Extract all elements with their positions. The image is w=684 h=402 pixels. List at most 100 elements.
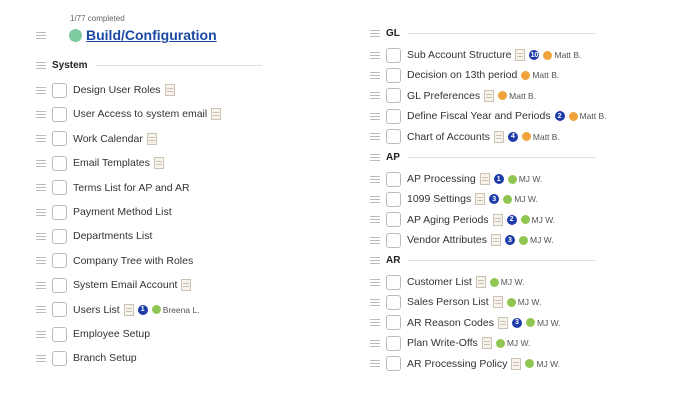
task-row[interactable]: User Access to system email [36, 105, 222, 123]
document-icon[interactable] [481, 337, 492, 350]
drag-handle-icon[interactable] [36, 281, 46, 289]
drag-handle-icon[interactable] [370, 195, 380, 203]
task-label[interactable]: Payment Method List [73, 206, 172, 218]
task-label[interactable]: AP Processing [407, 173, 476, 185]
task-checkbox[interactable] [52, 82, 67, 98]
document-icon[interactable] [211, 108, 222, 121]
task-label[interactable]: Chart of Accounts [407, 130, 490, 143]
task-checkbox[interactable] [386, 315, 401, 331]
task-row[interactable]: Company Tree with Roles [36, 252, 193, 270]
task-checkbox[interactable] [386, 171, 401, 187]
drag-handle-icon[interactable] [370, 71, 380, 79]
task-label[interactable]: Employee Setup [73, 328, 151, 340]
task-row[interactable]: Departments List [36, 227, 152, 245]
task-row[interactable]: Sales Person List MJ W. [370, 293, 541, 311]
task-checkbox[interactable] [386, 108, 401, 124]
task-label[interactable]: AR Processing Policy [407, 357, 508, 370]
task-checkbox[interactable] [386, 47, 401, 63]
document-icon[interactable] [475, 193, 486, 206]
task-row[interactable]: Chart of Accounts 4 Matt B. [370, 128, 560, 146]
project-title-link[interactable]: Build/Configuration [86, 27, 217, 43]
task-checkbox[interactable] [386, 274, 401, 290]
task-row[interactable]: Define Fiscal Year and Periods 2 Matt B. [370, 107, 607, 125]
drag-handle-icon[interactable] [370, 92, 380, 100]
task-label[interactable]: Vendor Attributes [407, 234, 487, 247]
task-row[interactable]: Work Calendar [36, 130, 157, 148]
drag-handle-icon[interactable] [36, 232, 46, 240]
task-checkbox[interactable] [52, 106, 67, 122]
drag-handle-icon[interactable] [36, 184, 46, 192]
document-icon[interactable] [153, 157, 164, 170]
task-row[interactable]: Payment Method List [36, 203, 172, 221]
drag-handle-icon[interactable] [370, 112, 380, 120]
task-label[interactable]: 1099 Settings [407, 193, 472, 206]
drag-handle-icon[interactable] [36, 330, 46, 338]
task-checkbox[interactable] [386, 191, 401, 207]
task-checkbox[interactable] [52, 155, 67, 171]
task-label[interactable]: Users List [73, 303, 120, 316]
avatar-icon[interactable] [525, 318, 535, 328]
document-icon[interactable] [497, 316, 508, 329]
task-row[interactable]: AP Aging Periods 2 MJ W. [370, 211, 555, 229]
task-checkbox[interactable] [52, 228, 67, 244]
drag-handle-icon[interactable] [370, 298, 380, 306]
drag-handle-icon[interactable] [370, 133, 380, 141]
document-icon[interactable] [479, 173, 490, 185]
avatar-icon[interactable] [507, 174, 517, 184]
avatar-icon[interactable] [495, 338, 505, 348]
task-row[interactable]: Employee Setup [36, 325, 150, 343]
task-checkbox[interactable] [52, 350, 67, 366]
task-checkbox[interactable] [386, 212, 401, 228]
task-label[interactable]: AR Reason Codes [407, 316, 494, 329]
avatar-icon[interactable] [498, 91, 508, 101]
task-row[interactable]: System Email Account [36, 276, 192, 294]
task-row[interactable]: 1099 Settings 3 MJ W. [370, 190, 538, 208]
task-checkbox[interactable] [386, 356, 401, 372]
task-checkbox[interactable] [386, 335, 401, 351]
document-icon[interactable] [164, 84, 175, 96]
document-icon[interactable] [181, 279, 192, 292]
task-row[interactable]: Design User Roles [36, 81, 175, 99]
task-label[interactable]: Define Fiscal Year and Periods [407, 110, 551, 123]
task-checkbox[interactable] [52, 180, 67, 196]
task-row[interactable]: Decision on 13th period Matt B. [370, 66, 559, 84]
task-checkbox[interactable] [52, 302, 67, 318]
drag-handle-icon[interactable] [370, 360, 380, 368]
task-label[interactable]: Decision on 13th period [407, 69, 518, 82]
avatar-icon[interactable] [520, 215, 530, 225]
drag-handle-icon[interactable] [36, 31, 46, 39]
avatar-icon[interactable] [521, 132, 531, 142]
avatar-icon[interactable] [568, 111, 578, 121]
task-row[interactable]: Vendor Attributes 3 MJ W. [370, 231, 554, 249]
drag-handle-icon[interactable] [36, 306, 46, 314]
task-label[interactable]: Terms List for AP and AR [73, 181, 190, 194]
document-icon[interactable] [492, 296, 503, 309]
drag-handle-icon[interactable] [370, 51, 380, 59]
task-row[interactable]: Customer List MJ W. [370, 273, 524, 291]
task-label[interactable]: Email Templates [73, 157, 150, 170]
drag-handle-icon[interactable] [36, 61, 46, 69]
task-row[interactable]: Terms List for AP and AR [36, 179, 190, 197]
document-icon[interactable] [146, 132, 157, 145]
task-row[interactable]: GL Preferences Matt B. [370, 87, 536, 105]
avatar-icon[interactable] [525, 359, 535, 369]
task-row[interactable]: AR Reason Codes 3 MJ W. [370, 314, 561, 332]
avatar-icon[interactable] [518, 235, 528, 245]
task-label[interactable]: Customer List [407, 276, 472, 288]
task-label[interactable]: User Access to system email [73, 108, 208, 121]
document-icon[interactable] [511, 357, 522, 370]
task-label[interactable]: Company Tree with Roles [73, 254, 194, 267]
document-icon[interactable] [515, 49, 526, 61]
avatar-icon[interactable] [506, 297, 516, 307]
task-checkbox[interactable] [386, 294, 401, 310]
task-checkbox[interactable] [386, 88, 401, 104]
drag-handle-icon[interactable] [370, 216, 380, 224]
task-row[interactable]: Branch Setup [36, 349, 137, 367]
task-label[interactable]: GL Preferences [407, 89, 481, 102]
task-checkbox[interactable] [52, 326, 67, 342]
avatar-icon[interactable] [521, 70, 531, 80]
document-icon[interactable] [492, 213, 503, 226]
document-icon[interactable] [493, 130, 504, 143]
task-label[interactable]: Sales Person List [407, 296, 489, 309]
document-icon[interactable] [490, 234, 501, 247]
